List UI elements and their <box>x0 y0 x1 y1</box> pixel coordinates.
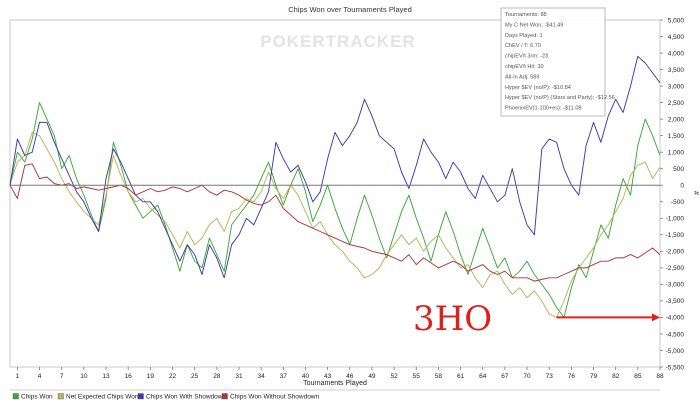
y-tick-label: 2,500 <box>668 100 685 107</box>
x-tick-label: 46 <box>346 373 354 380</box>
y-tick-label: -1,500 <box>666 232 685 239</box>
x-tick-label: 43 <box>324 373 332 380</box>
x-tick-label: 28 <box>213 373 221 380</box>
stats-line: My C Net Won: -$41.49 <box>505 22 563 28</box>
annotation-layer: 3HO <box>413 299 660 339</box>
chart-title: Chips Won over Tournaments Played <box>288 5 412 14</box>
x-tick-label: 70 <box>523 373 531 380</box>
legend-swatch <box>137 393 144 400</box>
x-tick-label: 64 <box>479 373 487 380</box>
y-tick-label: -5,000 <box>666 348 685 355</box>
x-tick-label: 34 <box>258 373 266 380</box>
legend-label: Chips Won <box>21 394 53 401</box>
y-tick-label: -3,000 <box>666 282 685 289</box>
y-tick-label: 3,500 <box>668 67 685 74</box>
x-tick-label: 58 <box>435 373 443 380</box>
stats-line: chipEV/t Hit: 30 <box>505 64 544 70</box>
stats-line: PhoenixEV(1-100+es): -$11.08 <box>505 106 582 112</box>
legend-label: Chips Won With Showdown <box>146 394 226 401</box>
legend-swatch <box>12 393 19 400</box>
y-tick-label: -4,000 <box>666 315 685 322</box>
x-tick-label: 55 <box>413 373 421 380</box>
x-tick-label: 22 <box>169 373 177 380</box>
y-tick-label: 3,000 <box>668 83 685 90</box>
x-tick-label: 4 <box>38 373 42 380</box>
x-tick-label: 79 <box>590 373 598 380</box>
y-tick-label: -4,500 <box>666 331 685 338</box>
y-tick-label: -2,500 <box>666 265 685 272</box>
x-tick-label: 31 <box>235 373 243 380</box>
x-axis: 1 4 7 10 13 16 19 22 25 28 31 34 37 40 43 46 49 52 55 58 61 6… <box>16 367 664 380</box>
y-tick-label: -3,500 <box>666 298 685 305</box>
legend: Chips Won Net Expected Chips Won Chips Won… <box>12 393 320 401</box>
y-tick-label: -500 <box>671 199 684 206</box>
x-tick-label: 1 <box>16 373 20 380</box>
stats-box-frame <box>500 7 606 117</box>
x-tick-label: 76 <box>568 373 576 380</box>
y-tick-label: 2,000 <box>668 116 685 123</box>
y-tick-label: 1,500 <box>668 133 685 140</box>
y-tick-label: 4,500 <box>668 34 685 41</box>
x-axis-title: Tournaments Played <box>303 380 367 387</box>
x-tick-label: 82 <box>612 373 620 380</box>
series-layer <box>9 55 661 318</box>
x-tick-label: 49 <box>368 373 376 380</box>
x-tick-label: 52 <box>390 373 398 380</box>
legend-label: Net Expected Chips Won <box>66 394 139 401</box>
series-line-4 <box>9 163 661 282</box>
legend-swatch <box>57 393 64 400</box>
y-tick-label: 4,000 <box>668 50 685 57</box>
x-tick-label: 10 <box>80 373 88 380</box>
annotation-arrow-head <box>652 313 660 322</box>
stats-line: Hyper $EV (no/P) (Stars and Party): -$12… <box>505 95 615 101</box>
y-tick-label: -2,000 <box>666 249 685 256</box>
x-tick-label: 7 <box>60 373 64 380</box>
y-tick-label: 0 <box>680 183 684 190</box>
x-tick-label: 85 <box>634 373 642 380</box>
stats-box: Tournaments: 88 My C Net Won: -$41.49 Days… <box>500 7 615 117</box>
x-tick-label: 19 <box>147 373 155 380</box>
y-tick-label: -1,000 <box>666 216 685 223</box>
series-line-3 <box>9 55 661 279</box>
legend-swatch <box>221 393 228 400</box>
x-tick-label: 13 <box>102 373 110 380</box>
x-tick-label: 61 <box>457 373 465 380</box>
y-tick-label: 5,000 <box>668 17 685 24</box>
series-line-2 <box>9 131 661 318</box>
stats-line: ChEV / T: 6.70 <box>505 43 541 49</box>
x-tick-label: 67 <box>501 373 509 380</box>
y-tick-label: 1,000 <box>668 149 685 156</box>
x-tick-label: 25 <box>191 373 199 380</box>
y-tick-label: -5,500 <box>666 364 685 371</box>
x-tick-label: 88 <box>656 373 664 380</box>
legend-label: Chips Won Without Showdown <box>230 394 320 401</box>
x-tick-label: 73 <box>546 373 554 380</box>
x-tick-label: 37 <box>280 373 288 380</box>
stats-line: chipEV/t 3rm: -23 <box>505 54 548 60</box>
handwritten-note: 3HO <box>413 299 492 339</box>
stats-line: Hyper $EV (no/P): -$10.84 <box>505 85 571 91</box>
stats-line: Days Played: 1 <box>505 33 543 39</box>
x-tick-label: 16 <box>125 373 133 380</box>
y-axis-title: # <box>692 191 699 195</box>
watermark: POKERTRACKER <box>260 32 416 51</box>
y-axis: -5,500 -5,000 -4,500 -4,000 -3,500 -3,000 -2,5… <box>660 17 684 371</box>
stats-line: Tournaments: 88 <box>505 12 547 18</box>
y-tick-label: 500 <box>673 166 684 173</box>
x-tick-label: 40 <box>302 373 310 380</box>
stats-line: All-In Adj: 589 <box>505 74 540 80</box>
